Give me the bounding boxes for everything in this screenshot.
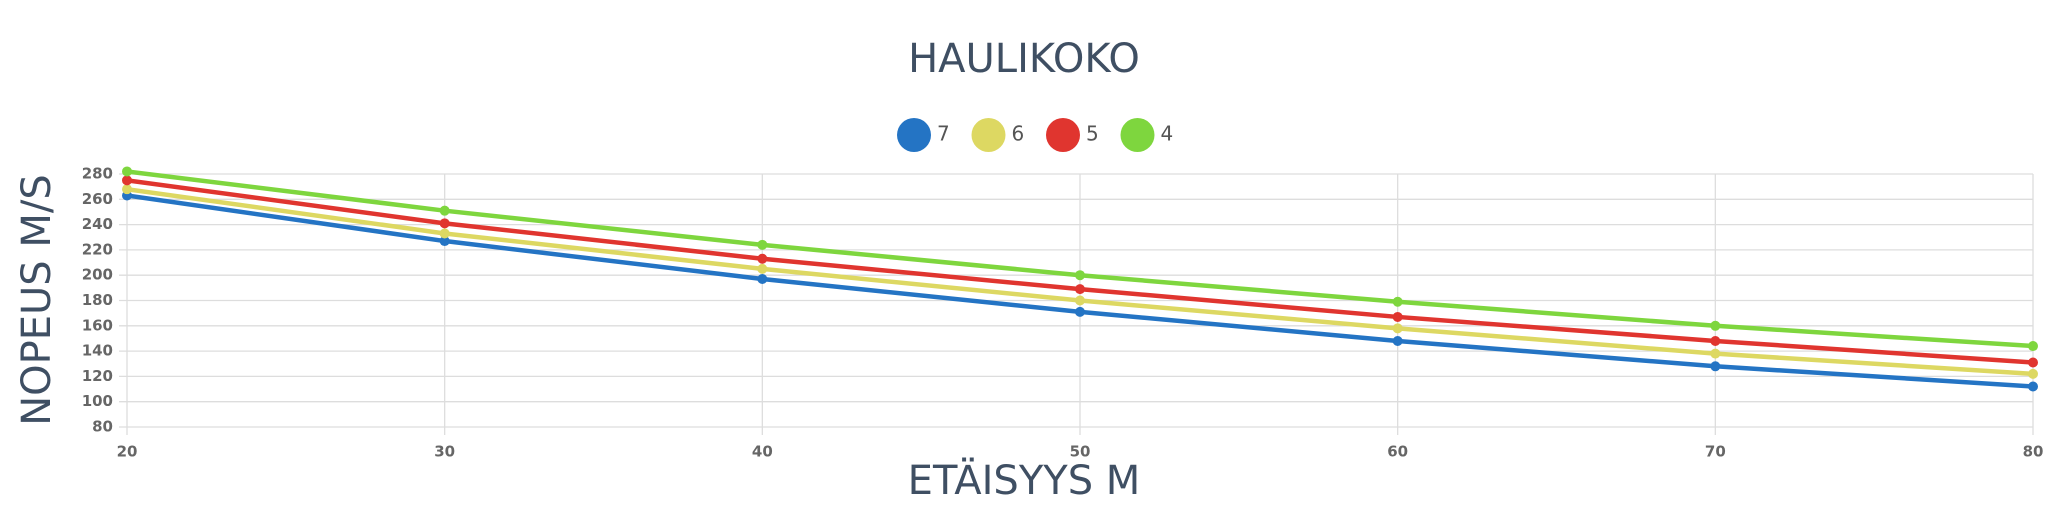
y-tick-label: 240 <box>82 215 113 233</box>
data-point <box>1392 311 1403 322</box>
chart-title: HAULIKOKO <box>908 36 1140 82</box>
data-point <box>1075 306 1085 317</box>
x-tick-label: 80 <box>2023 443 2044 461</box>
x-axis-title: ETÄISYYS M <box>908 456 1141 504</box>
x-tick-label: 30 <box>434 443 455 461</box>
legend-swatch <box>971 118 1006 152</box>
data-point <box>1075 270 1085 281</box>
data-point <box>439 236 450 247</box>
data-point <box>122 184 132 195</box>
y-tick-label: 80 <box>92 418 113 436</box>
data-point <box>757 263 768 274</box>
data-point <box>1075 284 1085 295</box>
data-point <box>1392 323 1403 334</box>
x-tick-label: 60 <box>1387 443 1408 461</box>
data-point <box>757 273 768 284</box>
data-point <box>122 166 132 177</box>
y-tick-label: 120 <box>82 367 113 385</box>
legend-label: 6 <box>1012 122 1025 146</box>
data-point <box>1710 361 1721 372</box>
y-tick-label: 280 <box>82 165 113 183</box>
data-point <box>439 228 450 239</box>
y-axis-title: NOPEUS M/S <box>14 174 60 426</box>
x-tick-label: 20 <box>117 443 138 461</box>
data-point <box>1392 296 1403 307</box>
data-point <box>439 205 450 216</box>
x-tick-label: 70 <box>1705 443 1726 461</box>
data-point <box>1392 335 1403 346</box>
y-tick-label: 260 <box>82 190 113 208</box>
data-point <box>122 175 132 186</box>
y-tick-label: 200 <box>82 266 113 284</box>
data-point <box>2028 381 2038 392</box>
data-point <box>2028 357 2038 368</box>
data-point <box>1075 295 1085 306</box>
y-tick-label: 160 <box>82 316 113 334</box>
legend-label: 5 <box>1086 122 1099 146</box>
data-point <box>757 253 768 264</box>
data-point <box>439 218 450 229</box>
legend-label: 7 <box>937 122 950 146</box>
data-point <box>757 239 768 250</box>
data-point <box>1710 348 1721 359</box>
legend-swatch <box>1120 118 1155 152</box>
data-point <box>2028 368 2038 379</box>
legend-swatch <box>1046 118 1080 152</box>
y-tick-label: 220 <box>82 240 113 258</box>
y-tick-label: 100 <box>82 392 113 410</box>
y-tick-label: 180 <box>82 291 113 309</box>
data-point <box>1710 335 1721 346</box>
legend-swatch <box>897 118 931 152</box>
data-point <box>1710 320 1721 331</box>
data-point <box>2028 341 2038 352</box>
y-tick-label: 140 <box>82 342 113 360</box>
x-tick-label: 50 <box>1070 443 1091 461</box>
x-tick-label: 40 <box>752 443 773 461</box>
legend-label: 4 <box>1161 122 1174 146</box>
